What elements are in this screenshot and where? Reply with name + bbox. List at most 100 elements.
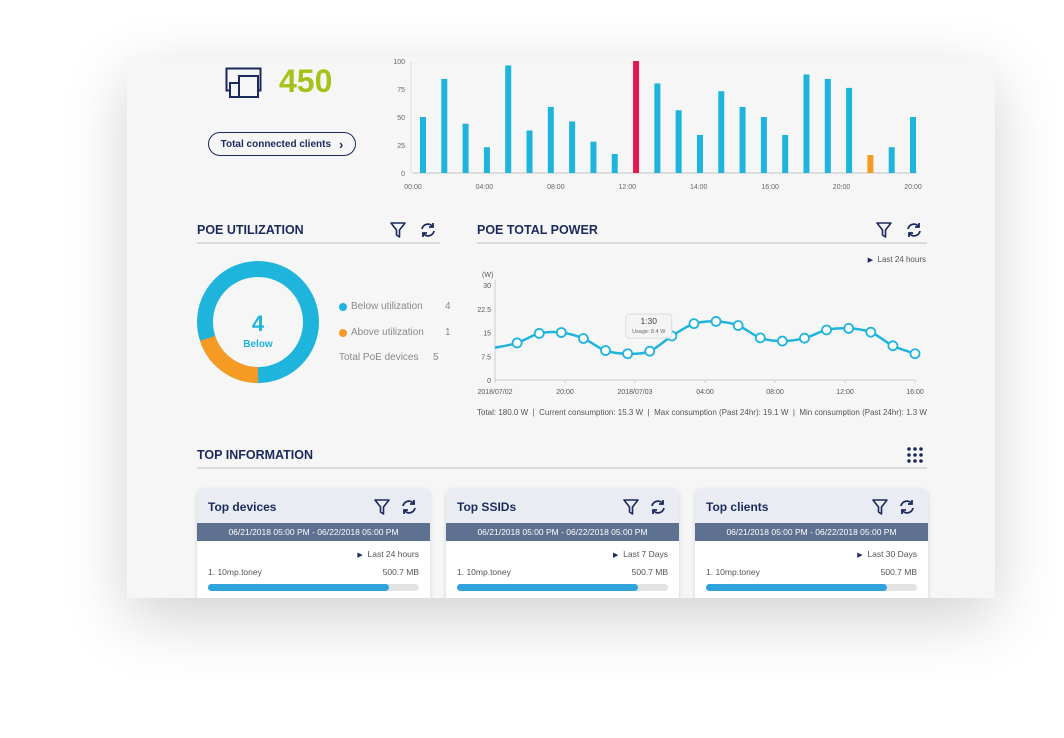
- poe-donut-chart: [197, 261, 319, 383]
- bar: [910, 117, 916, 173]
- time-range-selector[interactable]: ▶ Last 24 hours: [868, 255, 926, 264]
- bar: [590, 141, 597, 173]
- range-label: Last 30 Days: [867, 549, 917, 559]
- x-tick-label: 12:00: [836, 389, 854, 396]
- refresh-icon[interactable]: [898, 498, 916, 516]
- card-header: Top clients: [695, 489, 928, 523]
- bar: [782, 134, 789, 173]
- data-point: [622, 348, 634, 360]
- legend-value: 1: [445, 327, 451, 338]
- donut-above-slice: [197, 261, 319, 383]
- data-point: [600, 345, 611, 356]
- filter-icon[interactable]: [871, 498, 889, 516]
- poe-power-line-chart: (W) 0 7.5 15 22.5 30 2018/07/02 20:00 2018/07/03…: [477, 272, 924, 396]
- item-value: 500.7 MB: [631, 567, 668, 577]
- refresh-icon[interactable]: [649, 498, 667, 516]
- y-tick-label: 15: [483, 331, 491, 338]
- tooltip-text: Usage: 8.4 W: [632, 329, 666, 335]
- card-title: Top clients: [706, 500, 769, 514]
- legend-label: Total PoE devices: [339, 352, 419, 363]
- x-tick-label: 08:00: [766, 389, 784, 396]
- refresh-icon[interactable]: [419, 221, 437, 239]
- legend-label: Above utilization: [351, 327, 424, 338]
- legend-value: 4: [445, 301, 451, 312]
- bar: [547, 106, 554, 173]
- top-card: Top SSIDs 06/21/2018 05:00 PM - 06/22/20…: [446, 489, 679, 598]
- bar: [526, 130, 533, 173]
- x-tick-label: 16:00: [906, 389, 924, 396]
- filter-icon[interactable]: [389, 221, 407, 239]
- card-date-range: 06/21/2018 05:00 PM - 06/22/2018 05:00 P…: [197, 523, 430, 541]
- progress-fill: [457, 584, 639, 591]
- bar: [654, 83, 661, 173]
- bar: [803, 74, 810, 173]
- data-point: [909, 348, 921, 360]
- x-tick-label: 08:00: [547, 184, 565, 191]
- card-header: Top SSIDs: [446, 489, 679, 523]
- x-tick-label: 2018/07/03: [617, 389, 652, 396]
- data-point: [843, 322, 855, 334]
- clients-bar-chart: 0 25 50 75 100 00:00 04:00 08:00 12:00 14:00 16:00…: [393, 59, 922, 191]
- bar: [846, 87, 853, 173]
- range-label: Last 7 Days: [623, 549, 668, 559]
- item-name: 1. 10mp.toney: [706, 567, 760, 577]
- y-tick-label: 7.5: [481, 354, 491, 361]
- y-tick-label: 25: [397, 143, 405, 150]
- item-name: 1. 10mp.toney: [457, 567, 511, 577]
- refresh-icon[interactable]: [905, 221, 923, 239]
- bar: [633, 61, 640, 173]
- filter-icon[interactable]: [875, 221, 893, 239]
- bar: [867, 155, 874, 173]
- progress-fill: [208, 584, 390, 591]
- bar: [483, 147, 490, 173]
- legend-above: Above utilization 1: [339, 327, 451, 338]
- y-tick-label: 0: [401, 171, 405, 178]
- range-label: Last 24 hours: [877, 255, 926, 264]
- filter-icon[interactable]: [622, 498, 640, 516]
- data-point: [511, 337, 523, 349]
- filter-icon[interactable]: [373, 498, 391, 516]
- x-tick-label: 16:00: [761, 184, 779, 191]
- x-tick-label: 04:00: [696, 389, 714, 396]
- data-point: [710, 316, 722, 327]
- data-point: [732, 320, 744, 331]
- tooltip-box: [625, 313, 673, 339]
- bar: [611, 153, 618, 173]
- bar: [441, 78, 448, 173]
- caret-right-icon: ▶: [357, 552, 363, 559]
- top-card: Top devices 06/21/2018 05:00 PM - 06/22/…: [197, 489, 430, 598]
- card-date-range: 06/21/2018 05:00 PM - 06/22/2018 05:00 P…: [446, 523, 679, 541]
- card-range-selector[interactable]: ▶ Last 7 Days: [613, 549, 668, 559]
- donut-center-value: 4: [251, 311, 265, 336]
- bar: [505, 65, 512, 173]
- data-point: [887, 340, 899, 352]
- bar: [420, 117, 426, 173]
- tooltip: 1:30 Usage: 8.4 W: [625, 313, 673, 339]
- caret-right-icon: ▶: [867, 257, 874, 264]
- card-range-selector[interactable]: ▶ Last 30 Days: [857, 549, 917, 559]
- legend-dot: [339, 302, 347, 311]
- item-value: 500.7 MB: [880, 567, 917, 577]
- y-tick-label: 30: [483, 283, 491, 290]
- total-connected-clients-button[interactable]: Total connected clients ›: [208, 132, 356, 156]
- bar: [739, 106, 746, 173]
- data-point: [644, 345, 656, 357]
- usage-progress-bar: [208, 584, 419, 591]
- y-tick-label: 100: [393, 59, 405, 66]
- item-value: 500.7 MB: [382, 567, 419, 577]
- card-range-selector[interactable]: ▶ Last 24 hours: [357, 549, 419, 559]
- x-tick-label: 04:00: [476, 184, 494, 191]
- data-point: [865, 326, 877, 338]
- caret-right-icon: ▶: [857, 552, 863, 559]
- tooltip-time: 1:30: [640, 316, 657, 326]
- grid-menu-icon[interactable]: [906, 446, 924, 464]
- card-title: Top devices: [208, 500, 277, 514]
- y-axis-unit: (W): [482, 272, 493, 279]
- refresh-icon[interactable]: [400, 498, 418, 516]
- card-header: Top devices: [197, 489, 430, 523]
- bar: [824, 78, 831, 173]
- bar: [569, 121, 576, 173]
- legend-value: 5: [433, 352, 439, 363]
- bar: [696, 134, 703, 173]
- chevron-right-icon: ›: [339, 136, 344, 152]
